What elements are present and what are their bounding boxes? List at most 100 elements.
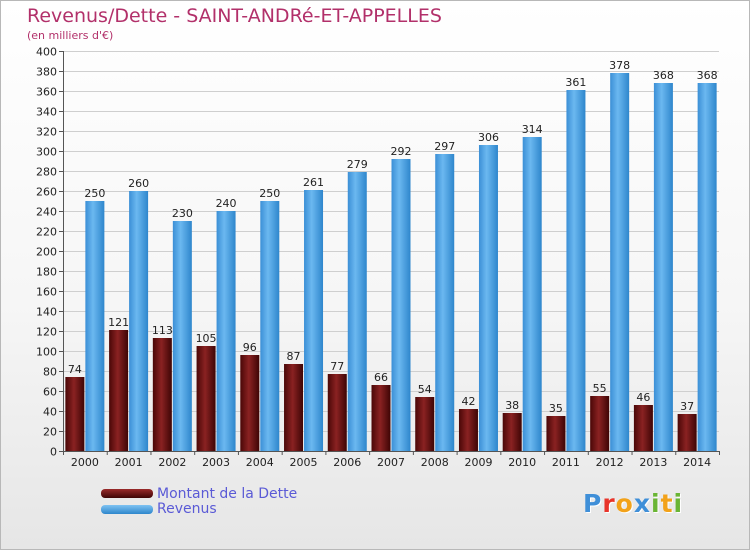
x-tick-label: 2001 (115, 456, 143, 469)
data-label-revenus: 250 (259, 187, 280, 200)
logo-letter: o (615, 489, 634, 518)
x-tick-label: 2013 (639, 456, 667, 469)
y-tick-label: 360 (36, 86, 57, 99)
data-label-dette: 87 (287, 350, 301, 363)
bar-revenus (304, 190, 324, 451)
data-label-revenus: 368 (653, 69, 674, 82)
bar-revenus (522, 137, 542, 451)
logo-letter: P (583, 489, 603, 518)
proxiti-logo: Proxiti (583, 489, 683, 518)
y-tick-label: 160 (36, 286, 57, 299)
bar-revenus (435, 154, 455, 451)
x-tick-label: 2005 (290, 456, 318, 469)
data-label-dette: 54 (418, 383, 432, 396)
data-label-revenus: 361 (565, 76, 586, 89)
bar-dette (677, 414, 697, 451)
y-tick-label: 340 (36, 106, 57, 119)
data-label-dette: 77 (330, 360, 344, 373)
y-tick-label: 200 (36, 246, 57, 259)
bar-revenus (653, 83, 673, 451)
bar-revenus (216, 211, 236, 451)
data-label-dette: 74 (68, 363, 82, 376)
data-label-revenus: 279 (347, 158, 368, 171)
bar-revenus (129, 191, 149, 451)
bar-revenus (610, 73, 630, 451)
bar-dette (633, 405, 653, 451)
bar-dette (109, 330, 129, 451)
chart-title: Revenus/Dette - SAINT-ANDRé-ET-APPELLES (27, 5, 442, 27)
x-tick-label: 2004 (246, 456, 274, 469)
bar-revenus (478, 145, 498, 451)
data-label-dette: 35 (549, 402, 563, 415)
data-label-dette: 37 (680, 400, 694, 413)
bar-dette (240, 355, 260, 451)
data-label-dette: 42 (461, 395, 475, 408)
y-tick-label: 280 (36, 166, 57, 179)
bar-dette (327, 374, 347, 451)
data-label-dette: 121 (108, 316, 129, 329)
y-tick-label: 300 (36, 146, 57, 159)
bar-revenus (391, 159, 411, 451)
y-tick-label: 400 (36, 46, 57, 59)
y-tick-label: 0 (50, 446, 57, 459)
data-label-revenus: 306 (478, 131, 499, 144)
bar-dette (284, 364, 304, 451)
data-label-revenus: 292 (391, 145, 412, 158)
logo-letter: i (673, 489, 684, 518)
bar-revenus (260, 201, 280, 451)
y-tick-label: 260 (36, 186, 57, 199)
data-label-revenus: 378 (609, 59, 630, 72)
y-tick-label: 180 (36, 266, 57, 279)
bar-dette (65, 377, 85, 451)
bar-revenus (566, 90, 586, 451)
legend-label-revenus: Revenus (157, 501, 217, 517)
y-tick-label: 40 (43, 406, 57, 419)
x-tick-label: 2008 (421, 456, 449, 469)
data-label-dette: 96 (243, 341, 257, 354)
chart-subtitle: (en milliers d'€) (27, 29, 114, 42)
x-tick-label: 2003 (202, 456, 230, 469)
y-tick-label: 100 (36, 346, 57, 359)
logo-letter: i (651, 489, 661, 518)
bar-dette (458, 409, 478, 451)
bar-revenus (172, 221, 192, 451)
data-label-dette: 38 (505, 399, 519, 412)
y-tick-label: 320 (36, 126, 57, 139)
data-label-dette: 55 (593, 382, 607, 395)
bar-dette (196, 346, 216, 451)
x-tick-label: 2009 (464, 456, 492, 469)
data-labels: 74 250 121 260 113 230 105 240 96 250 87 261 77 279 66… (68, 59, 718, 415)
x-tick-label: 2012 (596, 456, 624, 469)
legend-label-dette: Montant de la Dette (157, 486, 298, 502)
bar-revenus (697, 83, 717, 451)
data-label-revenus: 297 (434, 140, 455, 153)
bar-revenus (85, 201, 105, 451)
data-label-revenus: 368 (697, 69, 718, 82)
grid-lines (63, 51, 719, 452)
x-axis-ticks: 2000 2001 2002 2003 2004 2005 2006 2007 2008 2009… (63, 451, 720, 469)
x-tick-label: 2000 (71, 456, 99, 469)
y-tick-label: 220 (36, 226, 57, 239)
legend-swatch-dette (101, 489, 153, 498)
bar-revenus (347, 172, 367, 451)
x-tick-label: 2010 (508, 456, 536, 469)
data-label-revenus: 314 (522, 123, 543, 136)
y-tick-label: 80 (43, 366, 57, 379)
y-tick-label: 140 (36, 306, 57, 319)
y-tick-label: 240 (36, 206, 57, 219)
logo-letter: t (660, 489, 674, 518)
bar-dette (502, 413, 522, 451)
data-label-revenus: 261 (303, 176, 324, 189)
x-tick-label: 2014 (683, 456, 711, 469)
x-tick-label: 2007 (377, 456, 405, 469)
y-tick-label: 380 (36, 66, 57, 79)
data-label-dette: 66 (374, 371, 388, 384)
y-tick-label: 120 (36, 326, 57, 339)
data-label-revenus: 240 (216, 197, 237, 210)
data-label-revenus: 250 (84, 187, 105, 200)
bar-dette (371, 385, 391, 451)
x-tick-label: 2011 (552, 456, 580, 469)
bars (65, 73, 717, 451)
